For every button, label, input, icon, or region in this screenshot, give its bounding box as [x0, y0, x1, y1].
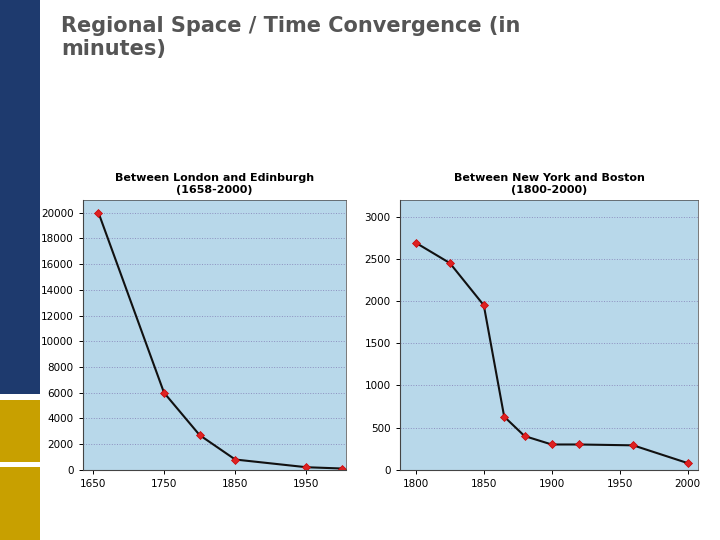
- Title: Between New York and Boston
(1800-2000): Between New York and Boston (1800-2000): [454, 173, 644, 195]
- Text: Regional Space / Time Convergence (in
minutes): Regional Space / Time Convergence (in mi…: [61, 16, 521, 59]
- Title: Between London and Edinburgh
(1658-2000): Between London and Edinburgh (1658-2000): [114, 173, 314, 195]
